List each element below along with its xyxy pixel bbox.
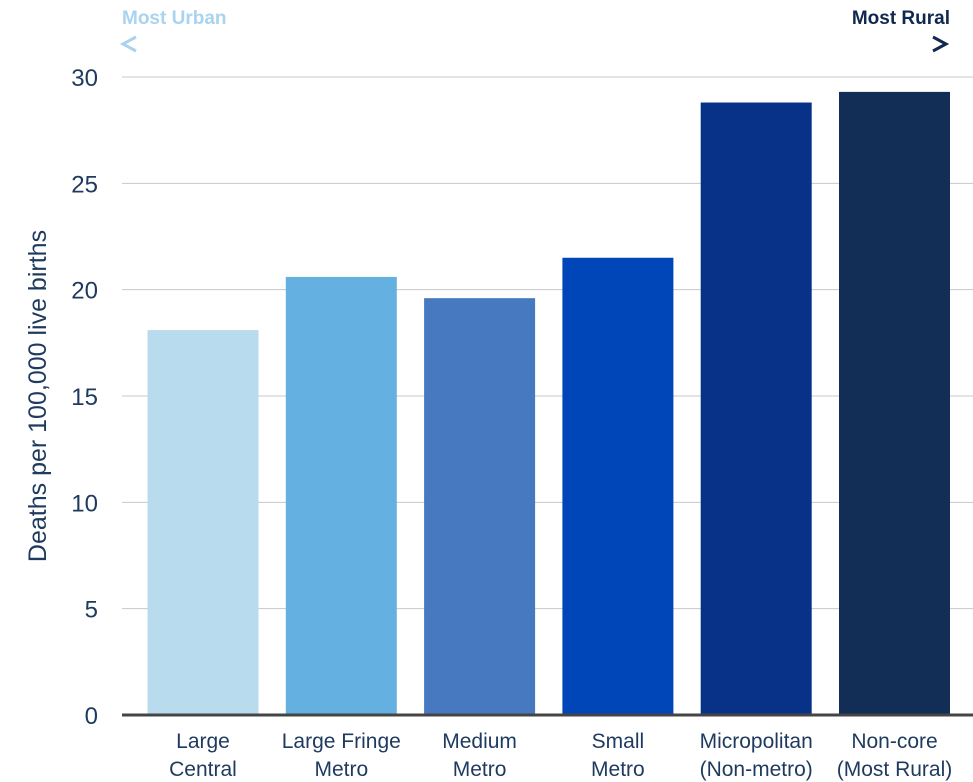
y-tick-label: 15 (71, 384, 98, 411)
y-tick-label: 5 (85, 597, 98, 624)
gridlines (122, 76, 973, 610)
x-tick-label: Micropolitan (Non-metro) (700, 730, 813, 781)
y-tick-label: 20 (71, 278, 98, 305)
x-tick-label: Large Central (169, 730, 237, 781)
y-tick-label: 10 (71, 490, 98, 517)
x-tick-label: Non-core (Most Rural) (837, 730, 953, 781)
bar (839, 91, 950, 716)
x-tick-label: Medium Metro (442, 730, 517, 781)
y-tick-label: 30 (71, 65, 98, 92)
bar (562, 257, 674, 715)
bar (147, 330, 259, 715)
bars (147, 91, 950, 716)
y-axis-ticks: 0 5 10 15 20 25 30 (71, 65, 98, 730)
arrow-right-head-icon (932, 35, 950, 53)
most-urban-label: Most Urban (122, 8, 227, 29)
bar (424, 298, 536, 715)
bar (700, 102, 812, 715)
bar (285, 276, 397, 715)
x-axis-labels: Large Central Large Fringe Metro Medium Metro… (169, 730, 952, 781)
arrow-left-head-icon (119, 35, 137, 53)
y-tick-label: 25 (71, 171, 98, 198)
x-tick-label: Large Fringe Metro (282, 730, 401, 781)
x-tick-label: Small Metro (591, 730, 645, 781)
y-axis-label: Deaths per 100,000 live births (24, 230, 52, 562)
most-rural-label: Most Rural (852, 8, 950, 29)
y-tick-label: 0 (85, 703, 98, 730)
urban-rural-arrow: Most Urban Most Rural (119, 8, 950, 53)
